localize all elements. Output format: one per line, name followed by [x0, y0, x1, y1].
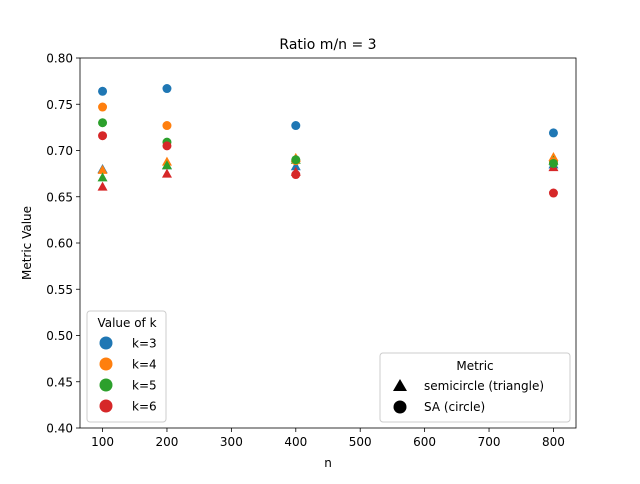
- sa-point-k6: [291, 170, 301, 180]
- y-tick-label: 0.50: [46, 329, 73, 343]
- x-tick-label: 800: [542, 435, 565, 449]
- legend-k-entries: k=3 k=4 k=5 k=6: [99, 336, 157, 414]
- legend-metric-title: Metric: [456, 359, 493, 373]
- sa-point-k5: [98, 118, 108, 128]
- sa-point-k3: [548, 128, 558, 138]
- legend-k-marker: [99, 378, 113, 392]
- legend-k-label: k=3: [132, 337, 157, 351]
- y-tick-label: 0.55: [46, 283, 73, 297]
- semicircle-point-k5: [161, 160, 172, 170]
- x-axis-label: n: [324, 456, 332, 470]
- semicircle-point-k6: [161, 168, 172, 178]
- y-tick-label: 0.65: [46, 190, 73, 204]
- legend-metric-box: [379, 352, 571, 423]
- sa-point-k3: [291, 121, 301, 131]
- x-tick-label: 600: [413, 435, 436, 449]
- x-tick-label: 100: [91, 435, 114, 449]
- chart-title: Ratio m/n = 3: [279, 37, 376, 53]
- legend-k-marker: [99, 336, 113, 350]
- legend-circle-icon: [393, 400, 407, 414]
- sa-point-k6: [162, 141, 172, 151]
- semicircle-point-k3: [290, 161, 301, 171]
- sa-point-k3: [162, 84, 172, 94]
- y-tick-label: 0.60: [46, 237, 73, 251]
- sa-point-k6: [98, 131, 108, 141]
- y-tick-label: 0.75: [46, 98, 73, 112]
- y-tick-label: 0.80: [46, 52, 73, 66]
- legend-metric: Metric semicircle (triangle) SA (circle): [379, 352, 571, 423]
- legend-triangle-icon: [393, 379, 407, 391]
- y-tick-label: 0.45: [46, 375, 73, 389]
- legend-k-label: k=4: [132, 358, 157, 372]
- y-tick-label: 0.70: [46, 144, 73, 158]
- y-tick-label: 0.40: [46, 422, 73, 436]
- sa-point-k4: [162, 121, 172, 131]
- sa-point-k5: [548, 158, 558, 168]
- legend-k-marker: [99, 357, 113, 371]
- legend-metric-label-sa: SA (circle): [424, 400, 485, 414]
- x-tick-label: 200: [156, 435, 179, 449]
- x-tick-label: 700: [478, 435, 501, 449]
- legend-k-label: k=5: [132, 379, 157, 393]
- y-axis-label: Metric Value: [20, 206, 34, 280]
- data-marks: [97, 84, 559, 198]
- sa-point-k6: [548, 188, 558, 198]
- x-axis-ticks: 100 200 300 400 500 600 700 800: [91, 428, 565, 449]
- x-tick-label: 300: [220, 435, 243, 449]
- semicircle-point-k6: [97, 181, 108, 191]
- sa-point-k5: [291, 155, 301, 165]
- y-axis-ticks: 0.40 0.45 0.50 0.55 0.60 0.65 0.70 0.75 0.80: [46, 52, 80, 436]
- semicircle-point-k4: [97, 164, 108, 174]
- semicircle-point-k5: [97, 172, 108, 182]
- legend-k-title: Value of k: [97, 316, 156, 330]
- x-tick-label: 400: [284, 435, 307, 449]
- legend-k-label: k=6: [132, 400, 157, 414]
- legend-k-marker: [99, 399, 113, 413]
- sa-point-k4: [98, 102, 108, 112]
- legend-k: Value of k k=3 k=4 k=5 k=6: [86, 310, 167, 423]
- x-tick-label: 500: [349, 435, 372, 449]
- legend-metric-label-semicircle: semicircle (triangle): [424, 379, 544, 393]
- sa-point-k3: [98, 86, 108, 96]
